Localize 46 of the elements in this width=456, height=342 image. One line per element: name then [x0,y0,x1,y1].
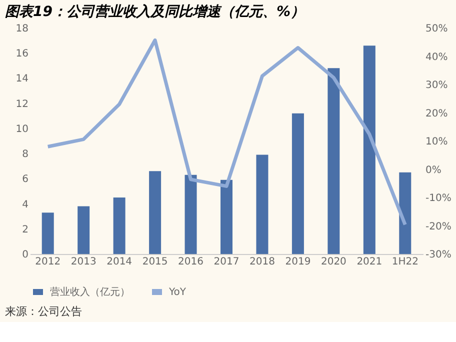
y2-tick-label: -10% [426,193,452,204]
chart-title: 图表19：公司营业收入及同比增速（亿元、%） [5,4,305,20]
line-series [46,38,407,226]
x-tick-label: 2018 [250,256,275,268]
bar [42,212,54,254]
bar [328,68,340,254]
x-tick-label: 2013 [70,256,96,268]
bar [149,171,162,254]
y-tick-label: 18 [16,24,28,34]
y-tick-label: 2 [22,224,28,236]
y2-tick-label: -20% [426,221,452,232]
y2-tick-label: 30% [426,80,448,91]
x-tick-label: 2012 [35,256,61,268]
y-tick-label: 6 [22,174,28,186]
x-tick-label: 2021 [356,256,382,268]
y2-tick-label: 40% [426,52,448,63]
bar [363,46,376,254]
x-tick-label: 2020 [320,256,346,268]
y2-tick-label: 10% [426,136,448,148]
x-tick-label: 2017 [214,256,240,268]
bar [399,172,412,254]
x-tick-label: 2019 [285,256,311,268]
legend-label: YoY [168,287,187,298]
x-tick-label: 2015 [142,256,168,268]
y-tick-label: 4 [22,199,28,210]
bar [78,206,90,254]
bar [113,198,126,254]
y2-tick-label: -30% [426,250,452,260]
y-tick-label: 12 [16,98,28,110]
y-tick-label: 16 [16,48,28,60]
y-tick-label: 8 [22,149,28,160]
bar [184,174,197,254]
bar [220,180,232,254]
x-tick-label: 2014 [106,256,132,268]
bar [256,154,268,254]
source-note: 来源：公司公告 [5,305,82,318]
x-tick-label: 2016 [178,256,204,268]
y-tick-label: 10 [16,124,28,135]
y2-tick-label: 50% [426,24,448,34]
legend-label: 营业收入（亿元） [50,286,130,298]
y2-tick-label: 20% [426,108,448,120]
y-tick-label: 14 [16,74,28,85]
y2-tick-label: 0% [426,164,442,176]
x-tick-label: 1H22 [392,256,418,268]
bar [292,113,304,254]
y-tick-label: 0 [22,250,28,260]
